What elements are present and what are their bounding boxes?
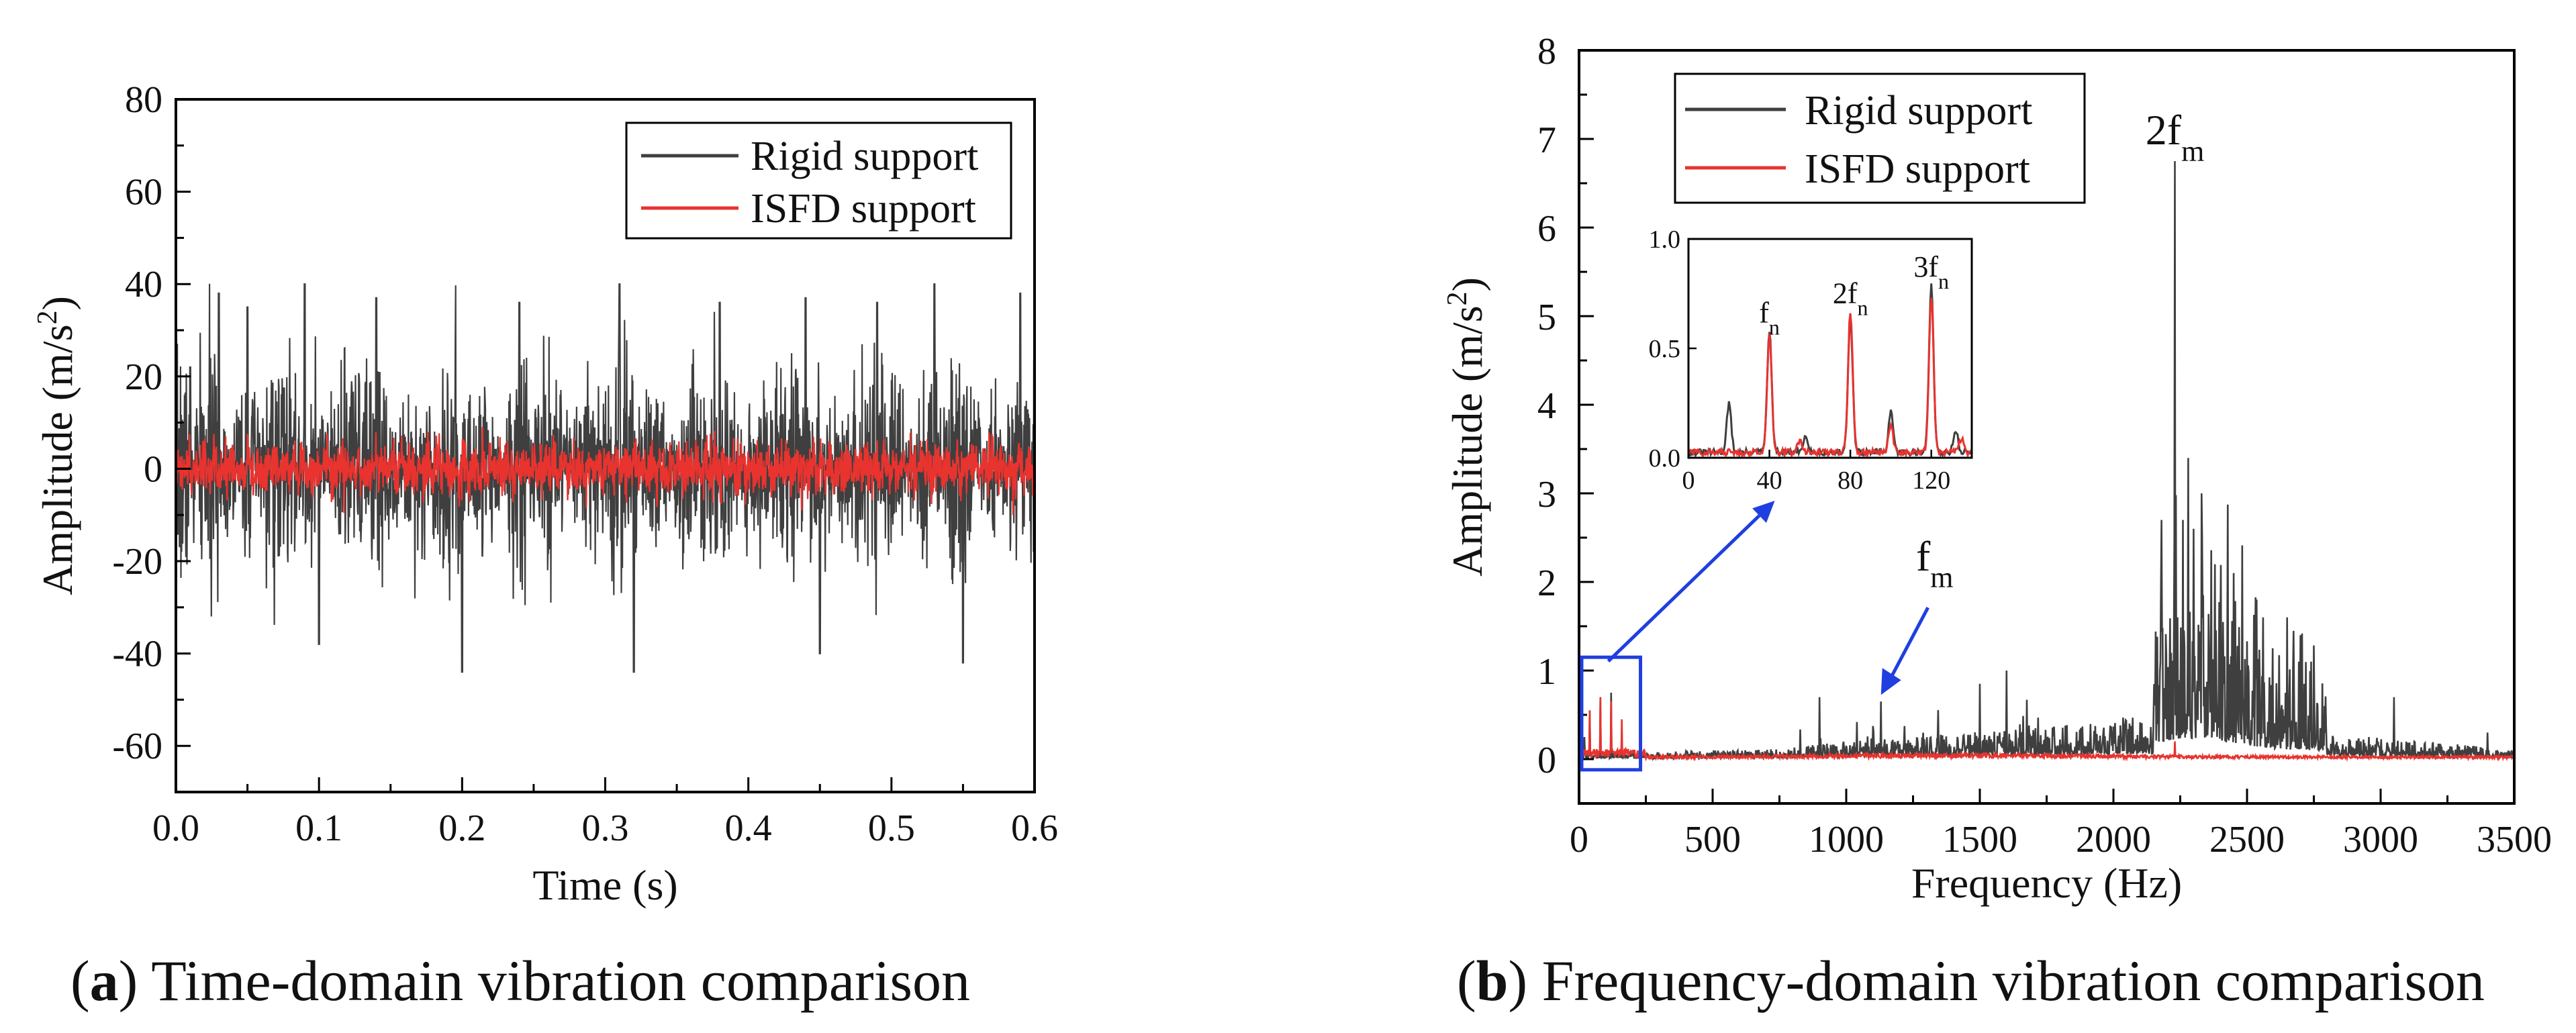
spectrum-trace-isfd-support	[1578, 697, 2516, 763]
x-tick-label: 0.3	[582, 807, 629, 849]
time-domain-legend: Rigid support ISFD support	[625, 121, 1012, 240]
time-trace-rigid-support	[175, 283, 1035, 673]
inset-traces	[1687, 283, 1973, 459]
y-tick-label: 80	[125, 79, 162, 121]
y-tick-label: 20	[125, 356, 162, 398]
inset-annotation-fn: fn	[1759, 297, 1780, 340]
y-tick-label: 0	[1537, 740, 1556, 781]
annotation-fm: fm	[1916, 532, 1954, 594]
x-tick-label: 1500	[1942, 819, 2017, 860]
inset-x-tick-label: 0	[1682, 466, 1695, 495]
legend-label-rigid: Rigid support	[751, 134, 978, 179]
y-tick-label: 40	[125, 264, 162, 305]
y-tick-label: -20	[112, 541, 162, 583]
annotation-2fm: 2fm	[2146, 106, 2205, 168]
frequency-domain-y-axis-label: Amplitude (m/s2)	[1442, 277, 1491, 577]
x-tick-label: 0.4	[725, 807, 772, 849]
inset-annotation-3fn: 3fn	[1913, 250, 1949, 293]
time-domain-legend-box	[625, 121, 1012, 240]
inset-y-tick-label: 0.5	[1649, 335, 1681, 363]
y-tick-label: 6	[1537, 208, 1556, 250]
inset-x-tick-label: 40	[1757, 466, 1782, 495]
time-domain-chart: 0.0 0.1 0.2 0.3 0.4 0.5 0.6-60-40-20020406080 …	[32, 79, 1058, 909]
y-tick-label: 5	[1537, 297, 1556, 338]
inset-annotation-2fn: 2fn	[1833, 277, 1868, 319]
arrow-zoom-to-inset	[1607, 514, 1761, 662]
frequency-domain-ticks: 0 500 1000 1500 2000 2500 3000 3500 0 1 2 3 4 5 6 7 8	[1537, 31, 2552, 860]
inset-ticks: 0 40 80 120 0.0 0.5 1.0	[1649, 226, 1951, 495]
frequency-domain-legend-box	[1674, 72, 2086, 204]
arrow-zoom-to-inset-head	[1752, 501, 1775, 524]
time-domain-y-axis-label: Amplitude (m/s2)	[32, 296, 81, 595]
x-tick-label: 0.5	[868, 807, 915, 849]
legend-label-rigid: Rigid support	[1805, 88, 2032, 134]
inset-y-tick-label: 1.0	[1649, 226, 1681, 254]
y-tick-label: 60	[125, 172, 162, 213]
frequency-domain-x-axis-label: Frequency (Hz)	[1911, 859, 2182, 907]
time-trace-isfd-support	[175, 426, 1036, 515]
y-tick-label: 3	[1537, 474, 1556, 515]
inset-background	[1688, 239, 1972, 458]
x-tick-label: 0.0	[152, 807, 199, 849]
inset-y-tick-label: 0.0	[1649, 444, 1681, 473]
y-tick-label: 2	[1537, 562, 1556, 604]
y-tick-label: 4	[1537, 385, 1556, 427]
y-tick-label: -60	[112, 726, 162, 767]
frequency-domain-traces	[1578, 160, 2516, 763]
y-tick-label: 7	[1537, 119, 1556, 161]
x-tick-label: 1000	[1809, 819, 1884, 860]
x-tick-label: 2500	[2209, 819, 2285, 860]
y-tick-label: 1	[1537, 651, 1556, 693]
x-tick-label: 0.1	[295, 807, 342, 849]
arrow-fm-head	[1880, 668, 1901, 695]
caption-a: (a) Time-domain vibration comparison	[70, 948, 970, 1013]
x-tick-label: 2000	[2076, 819, 2151, 860]
x-tick-label: 500	[1684, 819, 1741, 860]
caption-b: (b) Frequency-domain vibration compariso…	[1457, 948, 2485, 1013]
x-tick-label: 0.2	[438, 807, 485, 849]
arrow-fm	[1889, 607, 1929, 680]
legend-label-isfd: ISFD support	[1805, 146, 2030, 192]
inset-x-tick-label: 80	[1838, 466, 1863, 495]
x-tick-label: 0.6	[1011, 807, 1058, 849]
frequency-domain-chart: 0 500 1000 1500 2000 2500 3000 3500 0 1 2 3 4 5 6 7 8 Fr…	[1442, 31, 2552, 907]
y-tick-label: 8	[1537, 31, 1556, 72]
y-tick-label: -40	[112, 634, 162, 675]
frequency-domain-legend: Rigid support ISFD support	[1674, 72, 2086, 204]
inset-x-tick-label: 120	[1912, 466, 1950, 495]
inset-low-frequency-chart: 0 40 80 120 0.0 0.5 1.0 fn 2fn 3fn	[1649, 226, 1973, 495]
time-domain-ticks: 0.0 0.1 0.2 0.3 0.4 0.5 0.6 -60 -40 -20 0 20 40 60 80	[112, 79, 1058, 849]
y-tick-label: 0	[144, 448, 162, 490]
x-tick-label: 0	[1570, 819, 1588, 860]
inset-trace-isfd-support	[1687, 297, 1973, 459]
time-domain-x-axis-label: Time (s)	[532, 861, 677, 909]
time-domain-traces	[175, 283, 1036, 673]
legend-label-isfd: ISFD support	[751, 186, 976, 232]
x-tick-label: 3500	[2477, 819, 2552, 860]
x-tick-label: 3000	[2343, 819, 2418, 860]
